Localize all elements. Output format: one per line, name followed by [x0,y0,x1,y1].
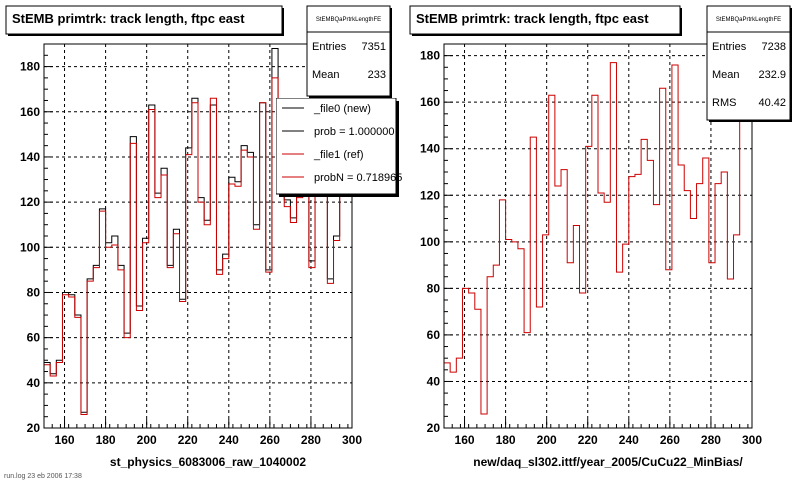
tick-label-y: 60 [27,331,41,345]
stats-value: 7238 [762,41,786,53]
legend-box [276,98,397,195]
tick-label-y: 160 [420,95,440,109]
tick-label-x: 260 [260,433,280,447]
stats-value: 232.9 [758,69,786,81]
tick-label-y: 140 [20,150,40,164]
tick-label-x: 240 [219,433,239,447]
chart-title: StEMB primtrk: track length, ftpc east [416,11,649,26]
tick-label-x: 220 [578,433,598,447]
tick-label-y: 20 [27,421,41,435]
stats-box [706,5,791,121]
tick-label-x: 280 [301,433,321,447]
tick-label-y: 80 [427,281,441,295]
stats-label: RMS [712,97,736,109]
legend-entry: probN = 0.718965 [314,172,402,184]
tick-label-x: 300 [742,433,762,447]
stats-label: Mean [712,69,740,81]
legend: _file0 (new) prob = 1.000000 _file1 (ref) p… [276,98,402,197]
title-box [5,5,283,35]
stats-box [306,5,391,97]
tick-label-x: 180 [96,433,116,447]
stats-value: 7351 [362,41,386,53]
tick-label-y: 160 [20,105,40,119]
series-line-0 [444,62,752,415]
tick-label-y: 120 [420,188,440,202]
stats-label: Mean [312,69,340,81]
legend-entry: _file0 (new) [313,103,371,115]
plot-frame [443,43,753,429]
series-line-1 [44,77,352,415]
tick-label-x: 160 [55,433,75,447]
stats-value: 40.42 [758,97,786,109]
tick-label-y: 40 [27,376,41,390]
tick-label-x: 200 [137,433,157,447]
tick-label-x: 280 [701,433,721,447]
chart-title: StEMB primtrk: track length, ftpc east [12,11,245,26]
tick-label-x: 220 [178,433,198,447]
chart-left: 160 180 200 220 240 260 280 300 20 40 60 80 100 120 14… [5,5,402,469]
stats-name: StEMBQaPrtrkLengthFE [316,17,381,23]
tick-label-x: 260 [660,433,680,447]
stats-label: Entries [712,41,747,53]
footer-fragment: run.log 23 eb 2006 17:38 [4,473,82,480]
title-box [409,5,681,35]
stats-label: Entries [312,41,347,53]
tick-label-x: 160 [455,433,475,447]
tick-label-x: 200 [537,433,557,447]
tick-label-y: 140 [420,142,440,156]
stats-name: StEMBQaPrtrkLengthFE [716,17,781,23]
tick-label-y: 80 [27,285,41,299]
tick-label-y: 120 [20,195,40,209]
tick-label-y: 100 [420,235,440,249]
chart-right: 160 180 200 220 240 260 280 300 20 40 60 80 100 120 14… [409,5,792,469]
tick-label-y: 180 [420,49,440,63]
x-axis-label: new/daq_sl302.ittf/year_2005/CuCu22_MinB… [473,455,743,469]
tick-label-y: 100 [20,240,40,254]
tick-label-y: 20 [427,421,441,435]
legend-entry: _file1 (ref) [313,149,364,161]
tick-label-x: 180 [496,433,516,447]
tick-label-y: 180 [20,60,40,74]
legend-entry: prob = 1.000000 [314,126,394,138]
tick-label-y: 60 [427,328,441,342]
tick-label-x: 240 [619,433,639,447]
stats-value: 233 [368,69,386,81]
x-axis-label: st_physics_6083006_raw_1040002 [110,455,306,469]
tick-label-x: 300 [342,433,362,447]
tick-label-y: 40 [427,374,441,388]
